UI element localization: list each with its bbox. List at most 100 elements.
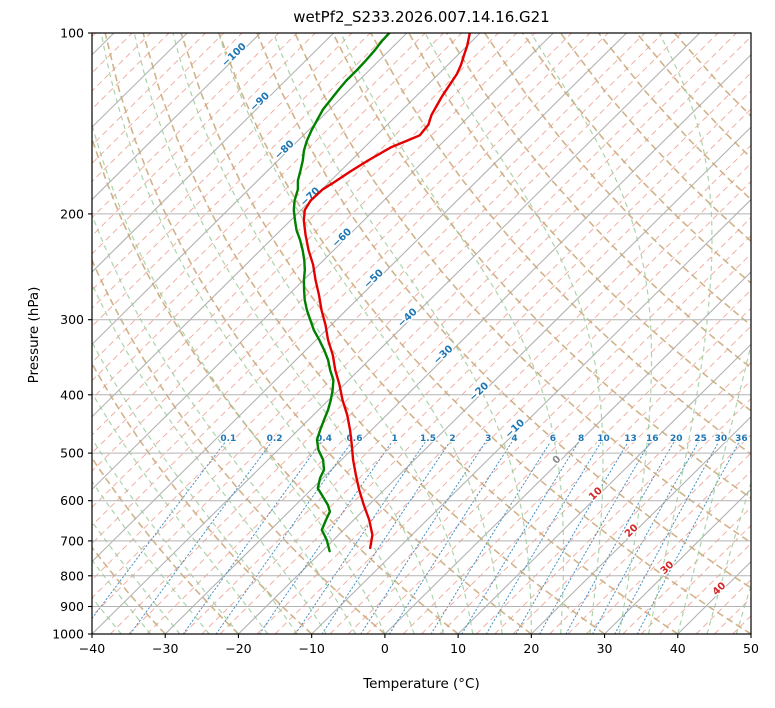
moist-adiabat-line — [735, 583, 751, 634]
minor-isotherm-line — [476, 361, 751, 634]
dewpoint-curve — [292, 33, 391, 553]
mixing-ratio-label: 6 — [550, 434, 556, 444]
moist-adiabat-line — [133, 33, 445, 634]
dry-adiabat-line — [332, 33, 751, 500]
moist-adiabat-line — [340, 33, 565, 634]
minor-isotherm-line — [92, 33, 170, 110]
moist-adiabat-line — [92, 559, 152, 634]
minor-isotherm-line — [293, 180, 751, 634]
isotherm-label: −30 — [432, 343, 456, 366]
mixing-ratio-label: 3 — [485, 434, 491, 444]
chart-title: wetPf2_S233.2026.007.14.16.G21 — [293, 8, 550, 26]
minor-isotherm-line — [92, 33, 298, 237]
x-tick-label: −30 — [152, 641, 178, 656]
mixing-ratio-label: 0.6 — [347, 434, 363, 444]
isotherm-label: −80 — [273, 138, 297, 161]
mixing-ratio-line — [592, 441, 699, 634]
dry-adiabat-line — [597, 33, 751, 201]
mixing-ratio-line — [430, 441, 551, 634]
minor-isotherm-line — [439, 325, 751, 634]
dry-adiabat-line — [408, 33, 751, 412]
moist-adiabat-line — [172, 33, 474, 634]
moist-adiabat-line — [92, 213, 357, 634]
minor-isotherm-line — [92, 33, 572, 508]
isotherm-line — [92, 33, 334, 273]
isotherm-label: −50 — [362, 267, 386, 290]
moist-adiabat-line — [92, 480, 210, 634]
moist-adiabat-line — [677, 342, 751, 634]
moist-adiabat-line — [273, 33, 532, 634]
isotherm-line — [92, 33, 627, 563]
minor-isotherm-line — [549, 434, 751, 634]
minor-isotherm-line — [92, 33, 206, 146]
minor-isotherm-line — [92, 33, 389, 327]
dry-adiabat-line — [370, 33, 751, 456]
minor-isotherm-line — [92, 33, 243, 183]
mixing-ratio-line — [636, 441, 740, 634]
isotherm-line — [92, 33, 408, 346]
dry-adiabat-line — [92, 546, 166, 634]
minor-isotherm-line — [512, 398, 751, 634]
isotherm-line — [92, 33, 701, 634]
minor-isotherm-line — [640, 524, 751, 634]
mixing-ratio-label: 0.1 — [220, 434, 236, 444]
minor-isotherm-line — [92, 33, 646, 581]
minor-isotherm-line — [109, 33, 719, 634]
isobar-gridlines — [92, 33, 751, 634]
isotherm-label: −60 — [330, 226, 354, 249]
axis-ticks: −40 −30 −20 −10 0 10 20 30 40 5010020030040050060… — [52, 26, 759, 657]
isotherm-line — [238, 126, 751, 634]
minor-isotherm-line — [92, 33, 591, 527]
minor-isotherm-line — [329, 217, 751, 634]
moist-adiabat-line — [424, 33, 604, 634]
mixing-ratio-line — [182, 441, 322, 634]
minor-isotherm-line — [92, 33, 444, 382]
mixing-ratio-line — [539, 441, 651, 634]
isotherm-line — [164, 53, 751, 634]
minor-isotherm-line — [146, 36, 751, 634]
minor-isotherm-line — [714, 597, 751, 634]
x-tick-label: 30 — [597, 641, 613, 656]
minor-isotherm-line — [366, 253, 751, 634]
moist-adiabat-line — [92, 520, 181, 634]
isotherm-line — [311, 198, 751, 634]
isotherm-label: −90 — [248, 90, 272, 113]
minor-isotherm-line — [585, 470, 751, 634]
dry-adiabats — [92, 33, 751, 634]
isotherm-line — [530, 415, 751, 634]
mixing-ratio-line — [321, 441, 450, 634]
mixing-ratio-label: 16 — [646, 434, 659, 444]
dry-adiabat-line — [92, 258, 386, 634]
isotherm-label: 40 — [711, 580, 729, 598]
minor-isotherm-line — [732, 615, 751, 634]
moist-adiabat-line — [92, 437, 239, 634]
isotherm-label: −40 — [396, 306, 420, 329]
y-tick-label: 800 — [60, 568, 84, 583]
minor-isotherm-line — [402, 289, 751, 634]
minor-isotherm-line — [128, 33, 737, 634]
x-axis-label: Temperature (°C) — [363, 676, 480, 692]
minor-isotherm-line — [92, 33, 664, 599]
mixing-ratio-line — [129, 441, 272, 634]
plot-layers: −100−90−80−70−60−50−40−30−20−10010203040… — [92, 33, 751, 634]
mixing-ratio-label: 25 — [694, 434, 707, 444]
moist-adiabat-line — [92, 282, 327, 634]
mixing-ratio-line — [565, 441, 675, 634]
y-tick-label: 200 — [60, 206, 84, 221]
y-tick-label: 300 — [60, 312, 84, 327]
minor-isotherm-line — [92, 33, 371, 309]
moist-adiabat-line — [92, 122, 386, 634]
minor-isotherm-line — [92, 33, 682, 617]
y-tick-label: 500 — [60, 446, 84, 461]
minor-isotherm-line — [201, 90, 751, 634]
mixing-ratio-line — [92, 441, 226, 620]
dry-adiabat-line — [104, 33, 532, 634]
mixing-ratio-labels: 0.1 0.2 0.4 0.6 1 1.5 2 3 4 6 8 10 13 16 20 25 30 36 — [219, 433, 749, 446]
mixing-ratio-line — [485, 441, 602, 634]
dry-adiabat-line — [256, 33, 751, 589]
minor-isotherm-line — [92, 33, 353, 291]
x-tick-label: 20 — [523, 641, 539, 656]
dry-adiabat-line — [521, 33, 751, 285]
